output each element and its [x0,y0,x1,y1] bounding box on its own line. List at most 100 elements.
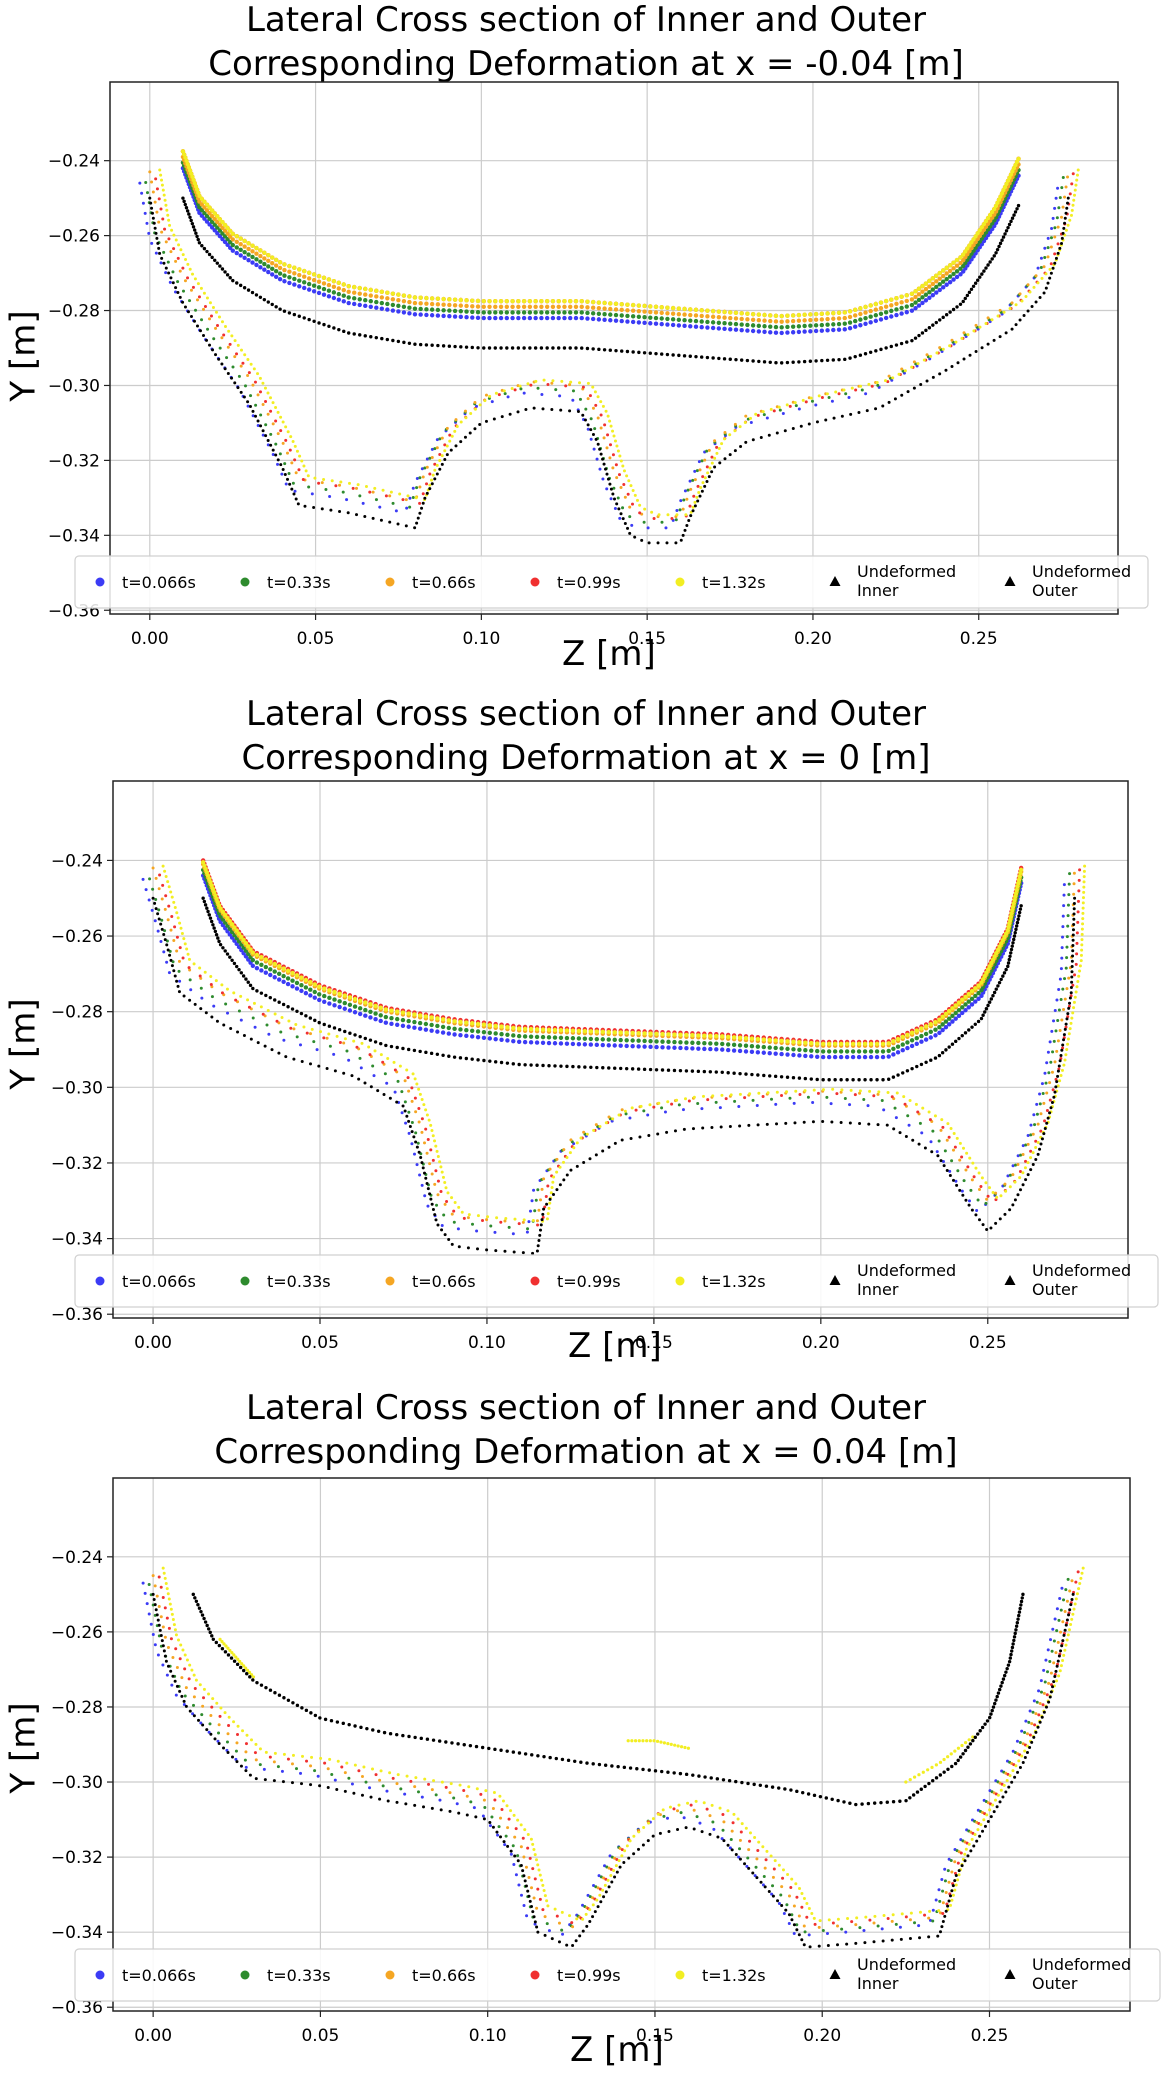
data-point [294,497,298,501]
data-point [337,991,342,996]
data-point [281,441,285,445]
data-point [176,280,180,284]
data-point [435,313,441,318]
data-point [883,315,889,321]
data-point [181,196,185,200]
data-point [1050,226,1054,230]
data-point [539,304,544,309]
data-point [582,1042,588,1047]
data-point [207,1692,211,1696]
data-point [160,230,164,234]
data-point [914,1028,919,1033]
data-point [954,269,960,274]
data-point [1052,1095,1056,1099]
legend-label-line: t=1.32s [702,1272,766,1291]
data-point [412,1019,417,1025]
data-point [512,1813,516,1817]
data-point [1024,294,1028,298]
data-point [236,1733,240,1737]
data-point [889,297,894,302]
data-point [346,300,351,306]
data-point [970,1025,974,1029]
data-point [1011,1749,1015,1753]
data-point [1059,998,1063,1002]
data-point [929,1058,933,1062]
data-point [291,439,295,443]
data-point [399,1787,403,1791]
data-point [737,1048,743,1054]
data-point [186,276,190,280]
data-point [166,1645,170,1649]
data-point [326,1767,330,1771]
data-point [510,387,514,391]
data-point [195,324,199,328]
data-point [322,986,327,991]
data-point [316,285,322,290]
data-point [293,489,297,493]
data-point [327,995,332,1001]
data-point [985,1197,989,1201]
data-point [927,1916,931,1920]
data-point [591,347,595,351]
data-point [956,361,960,365]
data-point [683,1097,687,1101]
data-point [1069,985,1073,989]
data-point [687,1099,691,1103]
data-point [290,1007,295,1011]
data-point [894,295,899,301]
data-point [270,302,274,307]
data-point [568,346,572,350]
data-point [408,1125,412,1129]
data-point [821,1088,825,1092]
data-point [872,1921,876,1925]
data-point [646,526,650,530]
data-point [630,1038,635,1043]
data-point [204,202,210,207]
data-point [447,314,452,319]
data-point [920,295,925,300]
data-point [285,976,291,981]
data-point [1080,927,1084,931]
data-point [1058,246,1062,250]
data-point [321,281,327,286]
data-point [239,934,244,940]
data-point [441,1175,445,1179]
data-point [420,506,424,510]
data-point [739,311,744,316]
grid-lines [113,1478,1130,2011]
data-point [899,305,904,311]
data-point [256,372,260,376]
data-point [693,469,697,473]
data-point [636,1038,641,1043]
data-point [550,408,554,412]
data-point [405,1114,409,1118]
data-point [906,1114,910,1118]
data-point [436,1155,440,1159]
data-point [944,1890,948,1894]
data-point [401,298,407,304]
data-point [630,502,634,506]
data-point [241,974,246,978]
data-point [526,1846,530,1850]
data-point [189,315,193,319]
data-point [363,334,367,338]
data-point [322,322,326,327]
data-point [896,1073,900,1077]
data-point [1013,210,1018,214]
data-point [985,1227,989,1231]
data-point [1011,1173,1015,1177]
data-point [820,358,824,363]
data-point [656,1132,660,1136]
data-point [1016,156,1021,162]
data-point [1040,1137,1044,1141]
data-point [1072,901,1076,905]
data-point [630,302,636,308]
data-point [272,1760,276,1764]
data-point [485,1218,489,1222]
data-point [1024,1178,1028,1182]
data-point [253,1025,257,1029]
data-point [1049,1671,1053,1675]
data-point [158,873,162,877]
data-point [1021,1171,1025,1175]
data-point [434,1218,438,1222]
